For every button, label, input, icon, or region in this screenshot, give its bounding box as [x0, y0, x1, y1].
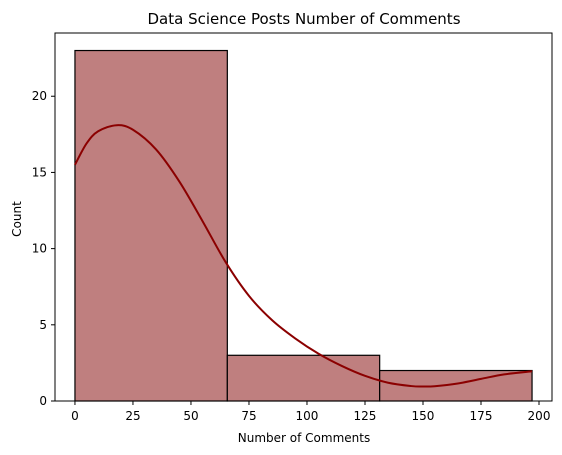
x-tick-label: 150 — [412, 409, 435, 423]
x-tick-label: 100 — [296, 409, 319, 423]
y-tick-label: 5 — [39, 318, 47, 332]
plot-frame — [54, 32, 553, 402]
y-axis-label: Count — [10, 201, 24, 237]
histogram-bar-2 — [226, 354, 381, 402]
x-tick-label: 75 — [241, 409, 256, 423]
kde-curve — [74, 124, 533, 388]
histogram-bar-1 — [74, 49, 228, 402]
histogram-bars — [74, 49, 533, 402]
y-tick-label: 10 — [32, 242, 47, 256]
x-tick-label: 125 — [354, 409, 377, 423]
x-axis-label: Number of Comments — [238, 431, 370, 445]
y-axis-ticks: 0 5 10 15 20 — [32, 89, 55, 408]
x-tick-label: 200 — [528, 409, 551, 423]
y-tick-label: 15 — [32, 165, 47, 179]
x-tick-label: 50 — [183, 409, 198, 423]
x-axis-ticks: 0 25 50 75 100 125 150 175 200 — [71, 401, 550, 423]
x-tick-label: 0 — [71, 409, 79, 423]
y-tick-label: 0 — [39, 394, 47, 408]
x-tick-label: 25 — [125, 409, 140, 423]
x-tick-label: 175 — [470, 409, 493, 423]
y-tick-label: 20 — [32, 89, 47, 103]
chart-title: Data Science Posts Number of Comments — [147, 10, 460, 28]
